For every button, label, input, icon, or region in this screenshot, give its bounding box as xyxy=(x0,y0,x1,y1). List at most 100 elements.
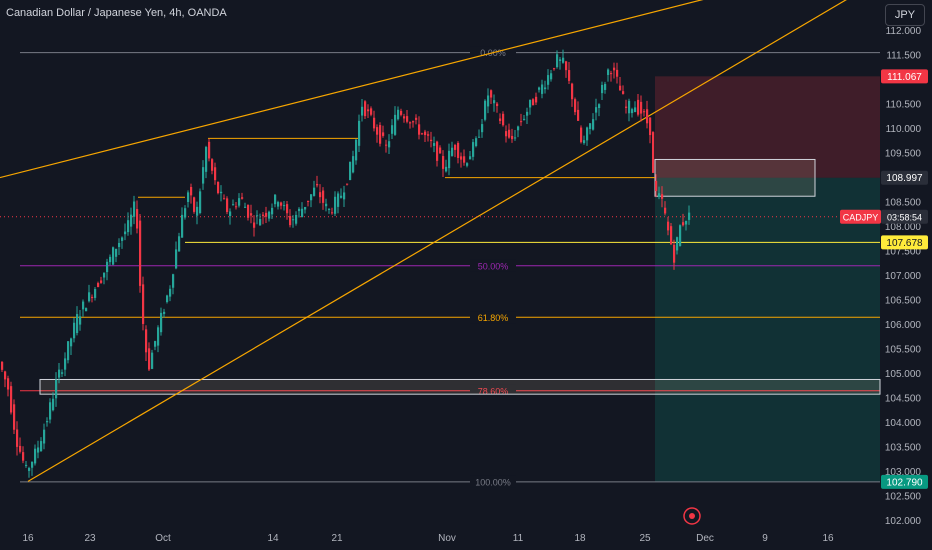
fib-level-label: 61.80% xyxy=(478,313,509,323)
candle-body xyxy=(94,289,97,298)
price-tag-entry-bg xyxy=(881,170,928,185)
candle-body xyxy=(622,91,625,94)
candle-body xyxy=(400,110,403,115)
candle-body xyxy=(268,211,271,219)
candle-body xyxy=(238,198,241,206)
candle-body xyxy=(163,311,166,314)
candle-body xyxy=(337,193,340,207)
candle-body xyxy=(607,69,610,75)
candle-body xyxy=(499,118,502,121)
candle-body xyxy=(523,118,526,120)
fib-label-bg xyxy=(470,311,516,324)
candle-body xyxy=(253,222,256,228)
candle-body xyxy=(307,200,310,202)
candle-body xyxy=(295,214,298,224)
currency-button[interactable]: JPY xyxy=(885,4,925,26)
candle-body xyxy=(220,191,223,194)
candle-body xyxy=(160,312,163,333)
candle-body xyxy=(208,141,211,159)
candle-body xyxy=(529,99,532,108)
candle-body xyxy=(583,140,586,144)
demand-zone xyxy=(39,378,881,395)
candle-body xyxy=(4,371,7,380)
candle-body xyxy=(340,195,343,198)
trend-line[interactable] xyxy=(27,0,852,482)
candle-body xyxy=(52,398,55,411)
price-tag-target: 102.790 xyxy=(886,477,923,488)
candle-body xyxy=(505,131,508,137)
trend-line[interactable] xyxy=(0,0,735,179)
candle-body xyxy=(484,100,487,120)
candle-body xyxy=(64,358,67,370)
candle-body xyxy=(181,214,184,238)
candle-body xyxy=(40,441,43,452)
candle-body xyxy=(688,212,691,220)
candle-body xyxy=(280,202,283,206)
candle-body xyxy=(649,117,652,136)
x-tick-label: 18 xyxy=(574,533,586,544)
event-marker-icon[interactable] xyxy=(683,507,701,525)
candle-body xyxy=(643,111,646,113)
candle-body xyxy=(109,256,112,263)
candle-body xyxy=(175,249,178,269)
candle-body xyxy=(199,191,202,214)
candle-body xyxy=(466,163,469,166)
y-tick-label: 109.500 xyxy=(885,149,922,160)
candle-body xyxy=(322,190,325,203)
candle-body xyxy=(367,109,370,112)
candle-body xyxy=(250,213,253,216)
candle-body xyxy=(409,122,412,124)
candle-body xyxy=(550,73,553,80)
candle-body xyxy=(343,192,346,200)
candle-body xyxy=(631,109,634,114)
candle-body xyxy=(286,204,289,214)
candle-body xyxy=(76,314,79,334)
price-tag-support: 107.678 xyxy=(886,238,923,249)
y-tick-label: 110.000 xyxy=(886,124,922,135)
candle-body xyxy=(448,150,451,169)
candle-body xyxy=(88,292,91,302)
candle-body xyxy=(349,161,352,181)
candle-body xyxy=(49,402,52,420)
candle-body xyxy=(592,119,595,130)
candle-body xyxy=(517,126,520,131)
candle-body xyxy=(292,219,295,221)
candle-body xyxy=(418,124,421,135)
candle-body xyxy=(223,198,226,200)
candle-body xyxy=(85,308,88,312)
supply-zone xyxy=(654,158,816,197)
candle-body xyxy=(313,187,316,196)
y-tick-label: 110.500 xyxy=(886,100,922,111)
candle-body xyxy=(151,352,154,369)
candle-body xyxy=(100,280,103,283)
countdown-tag: 03:58:54 xyxy=(887,212,922,222)
candle-body xyxy=(379,125,382,144)
candle-body xyxy=(556,54,559,68)
candle-body xyxy=(70,338,73,347)
price-tag-stop: 111.067 xyxy=(887,72,922,83)
candle-body xyxy=(532,99,535,106)
candle-body xyxy=(124,231,127,235)
candle-body xyxy=(496,103,499,107)
candle-body xyxy=(352,156,355,173)
candle-body xyxy=(301,208,304,217)
candle-body xyxy=(136,209,139,229)
fib-level-label: 50.00% xyxy=(478,261,509,271)
candle-body xyxy=(277,202,280,207)
candle-body xyxy=(580,127,583,143)
fib-label-bg xyxy=(470,259,516,272)
candle-body xyxy=(451,147,454,156)
candle-body xyxy=(403,116,406,119)
candle-body xyxy=(679,225,682,247)
candle-body xyxy=(178,236,181,252)
candle-body xyxy=(511,135,514,140)
y-tick-label: 111.500 xyxy=(886,51,921,62)
candle-body xyxy=(604,83,607,90)
candle-body xyxy=(559,59,562,61)
event-marker-dot xyxy=(689,513,695,519)
x-tick-label: 9 xyxy=(762,533,768,544)
candle-body xyxy=(256,215,259,217)
candle-body xyxy=(412,121,415,123)
candle-body xyxy=(25,464,28,466)
